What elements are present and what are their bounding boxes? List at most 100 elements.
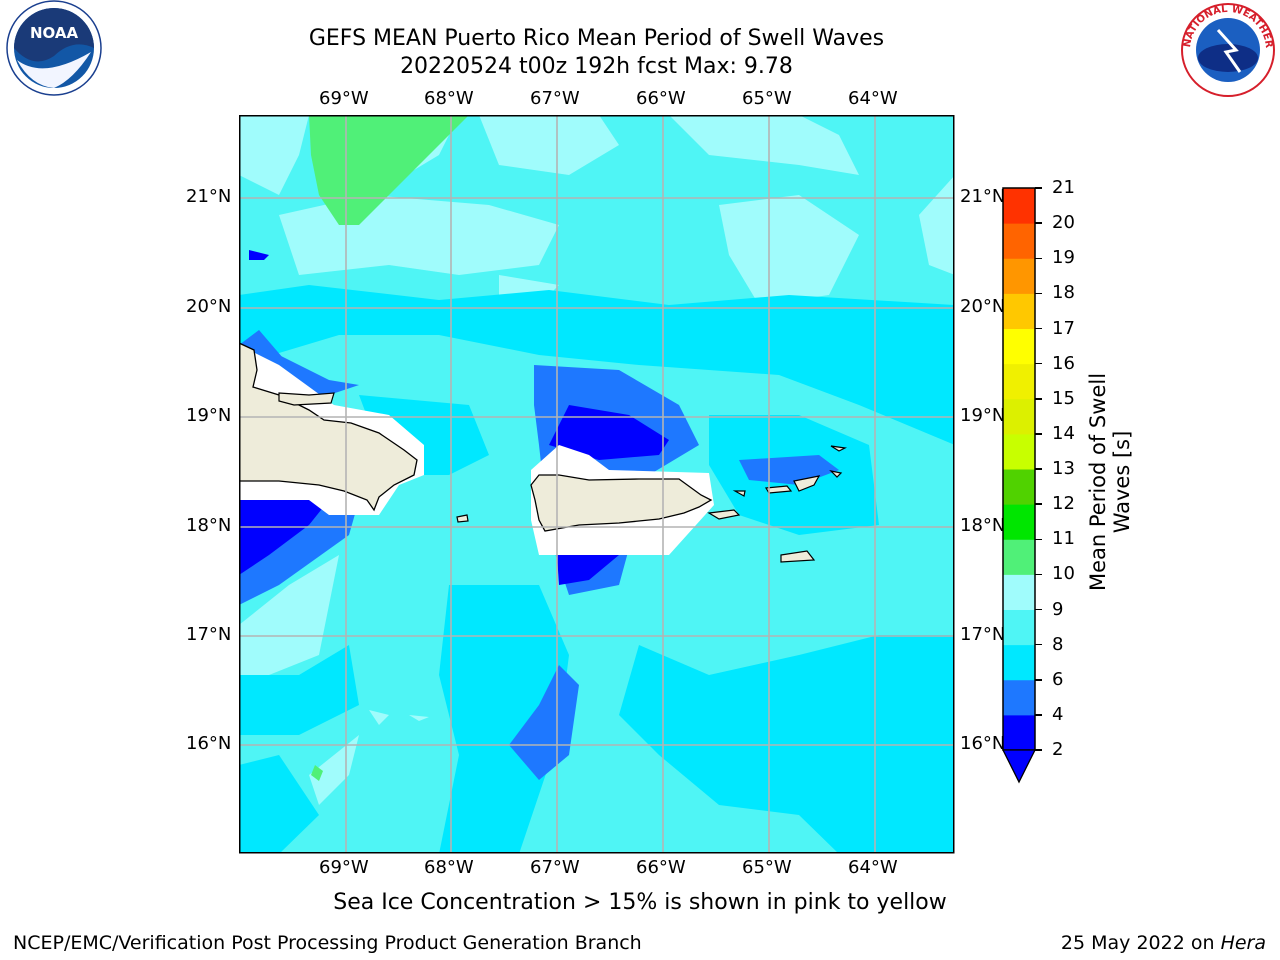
colorbar-tick-mark: [1035, 257, 1042, 259]
map-frame: [239, 115, 955, 854]
lat-label-left-16n: 16°N: [186, 733, 232, 754]
colorbar-segment: [1003, 609, 1035, 646]
lon-label-top-67w: 67°W: [530, 88, 580, 109]
lat-label-right-21n: 21°N: [960, 186, 1006, 207]
colorbar-segment: [1003, 679, 1035, 716]
lat-label-right-19n: 19°N: [960, 405, 1006, 426]
footer-date: 25 May 2022 on Hera: [1061, 932, 1266, 954]
virgin-gorda-island: [829, 470, 843, 478]
culebra-island: [732, 490, 746, 497]
colorbar-segment: [1003, 504, 1035, 540]
colorbar-segment: [1003, 223, 1035, 259]
colorbar-tick-label: 2: [1052, 739, 1064, 760]
colorbar-tick-mark: [1035, 433, 1042, 435]
colorbar-segment: [1003, 469, 1035, 505]
colorbar-tick-label: 19: [1052, 247, 1075, 269]
colorbar-tick-label: 21: [1052, 177, 1075, 198]
hispaniola-landmass: [239, 342, 418, 512]
colorbar-tick-label: 8: [1052, 633, 1064, 655]
swell-field-below-2: [239, 250, 669, 585]
lat-label-right-18n: 18°N: [960, 515, 1006, 536]
colorbar-tick-label: 14: [1052, 422, 1075, 444]
colorbar-segment: [1003, 258, 1035, 294]
lat-label-left-19n: 19°N: [186, 405, 232, 426]
colorbar-tick-label: 18: [1052, 282, 1075, 304]
lon-label-bottom-67w: 67°W: [530, 857, 580, 878]
st-croix-island: [780, 550, 816, 563]
colorbar-segment: [1003, 644, 1035, 681]
st-thomas-island: [764, 485, 793, 494]
lat-label-right-16n: 16°N: [960, 733, 1006, 754]
sea-ice-note: Sea Ice Concentration > 15% is shown in …: [333, 890, 947, 915]
lon-label-bottom-64w: 64°W: [848, 857, 898, 878]
colorbar-tick-label: 4: [1052, 703, 1064, 725]
footer-credit: NCEP/EMC/Verification Post Processing Pr…: [13, 932, 642, 954]
map-subtitle: 20220524 t00z 192h fcst Max: 9.78: [400, 54, 793, 79]
lat-label-right-17n: 17°N: [960, 624, 1006, 645]
colorbar-label: Mean Period of Swell Waves [s]: [1086, 372, 1134, 592]
colorbar-segment: [1003, 363, 1035, 400]
lat-label-left-18n: 18°N: [186, 515, 232, 536]
colorbar-tick-label: 11: [1052, 528, 1075, 550]
colorbar-tick-mark: [1035, 398, 1042, 400]
colorbar-tick-label: 16: [1052, 352, 1075, 374]
lat-label-left-21n: 21°N: [186, 186, 232, 207]
colorbar-segment: [1003, 328, 1035, 365]
colorbar-segment: [1003, 714, 1035, 751]
lon-label-bottom-69w: 69°W: [319, 857, 369, 878]
colorbar-tick-mark: [1035, 222, 1042, 224]
colorbar-tick-label: 12: [1052, 493, 1075, 515]
colorbar-tick-label: 20: [1052, 212, 1075, 234]
colorbar-tick-mark: [1035, 714, 1042, 716]
lat-label-left-20n: 20°N: [186, 296, 232, 317]
noaa-logo-text: NOAA: [30, 24, 79, 42]
colorbar-tick-label: 6: [1052, 668, 1064, 690]
colorbar-extend-arrow: [1001, 749, 1037, 784]
colorbar-tick-mark: [1035, 327, 1042, 330]
lon-label-bottom-66w: 66°W: [636, 857, 686, 878]
colorbar-tick-mark: [1035, 292, 1042, 295]
colorbar-tick-label: 10: [1052, 563, 1075, 585]
colorbar-segment: [1003, 574, 1035, 610]
lon-label-top-65w: 65°W: [742, 88, 792, 109]
nws-logo: NATIONAL WEATHER SERVICE: [1178, 0, 1275, 97]
colorbar-tick-mark: [1035, 362, 1042, 365]
colorbar-tick-mark: [1035, 503, 1042, 505]
colorbar-segment: [1003, 293, 1035, 329]
lon-label-bottom-68w: 68°W: [424, 857, 474, 878]
colorbar-tick-mark: [1035, 573, 1042, 576]
colorbar: [1001, 187, 1037, 784]
colorbar-segment: [1003, 188, 1035, 224]
noaa-logo: NOAA: [6, 0, 102, 96]
graticule: [239, 115, 954, 853]
colorbar-tick-label: 17: [1052, 317, 1075, 339]
footer-host: Hera: [1220, 932, 1266, 954]
vieques-island: [707, 509, 741, 520]
colorbar-segments: [1003, 188, 1035, 751]
lon-label-top-64w: 64°W: [848, 88, 898, 109]
colorbar-tick-mark: [1035, 538, 1042, 540]
colorbar-segment: [1003, 433, 1035, 470]
colorbar-tick-mark: [1035, 643, 1042, 646]
anegada-island: [830, 445, 847, 452]
colorbar-segment: [1003, 539, 1035, 575]
lon-label-bottom-65w: 65°W: [742, 857, 792, 878]
colorbar-tick-mark: [1035, 608, 1042, 611]
colorbar-tick-mark: [1035, 679, 1042, 681]
lon-label-top-66w: 66°W: [636, 88, 686, 109]
swell-field-4-6: [239, 285, 954, 853]
map-title: GEFS MEAN Puerto Rico Mean Period of Swe…: [308, 26, 885, 51]
colorbar-tick-mark: [1035, 468, 1042, 470]
lat-label-right-20n: 20°N: [960, 296, 1006, 317]
samana-peninsula: [278, 392, 335, 406]
colorbar-segment: [1003, 398, 1035, 435]
colorbar-tick-mark: [1035, 187, 1042, 189]
tortola-island: [793, 475, 821, 492]
mona-island: [456, 514, 469, 523]
colorbar-tick-mark: [1035, 749, 1042, 751]
colorbar-tick-label: 15: [1052, 387, 1075, 409]
colorbar-tick-label: 9: [1052, 598, 1064, 620]
map-panel: [239, 115, 955, 854]
lon-label-top-69w: 69°W: [319, 88, 369, 109]
lat-label-left-17n: 17°N: [186, 624, 232, 645]
